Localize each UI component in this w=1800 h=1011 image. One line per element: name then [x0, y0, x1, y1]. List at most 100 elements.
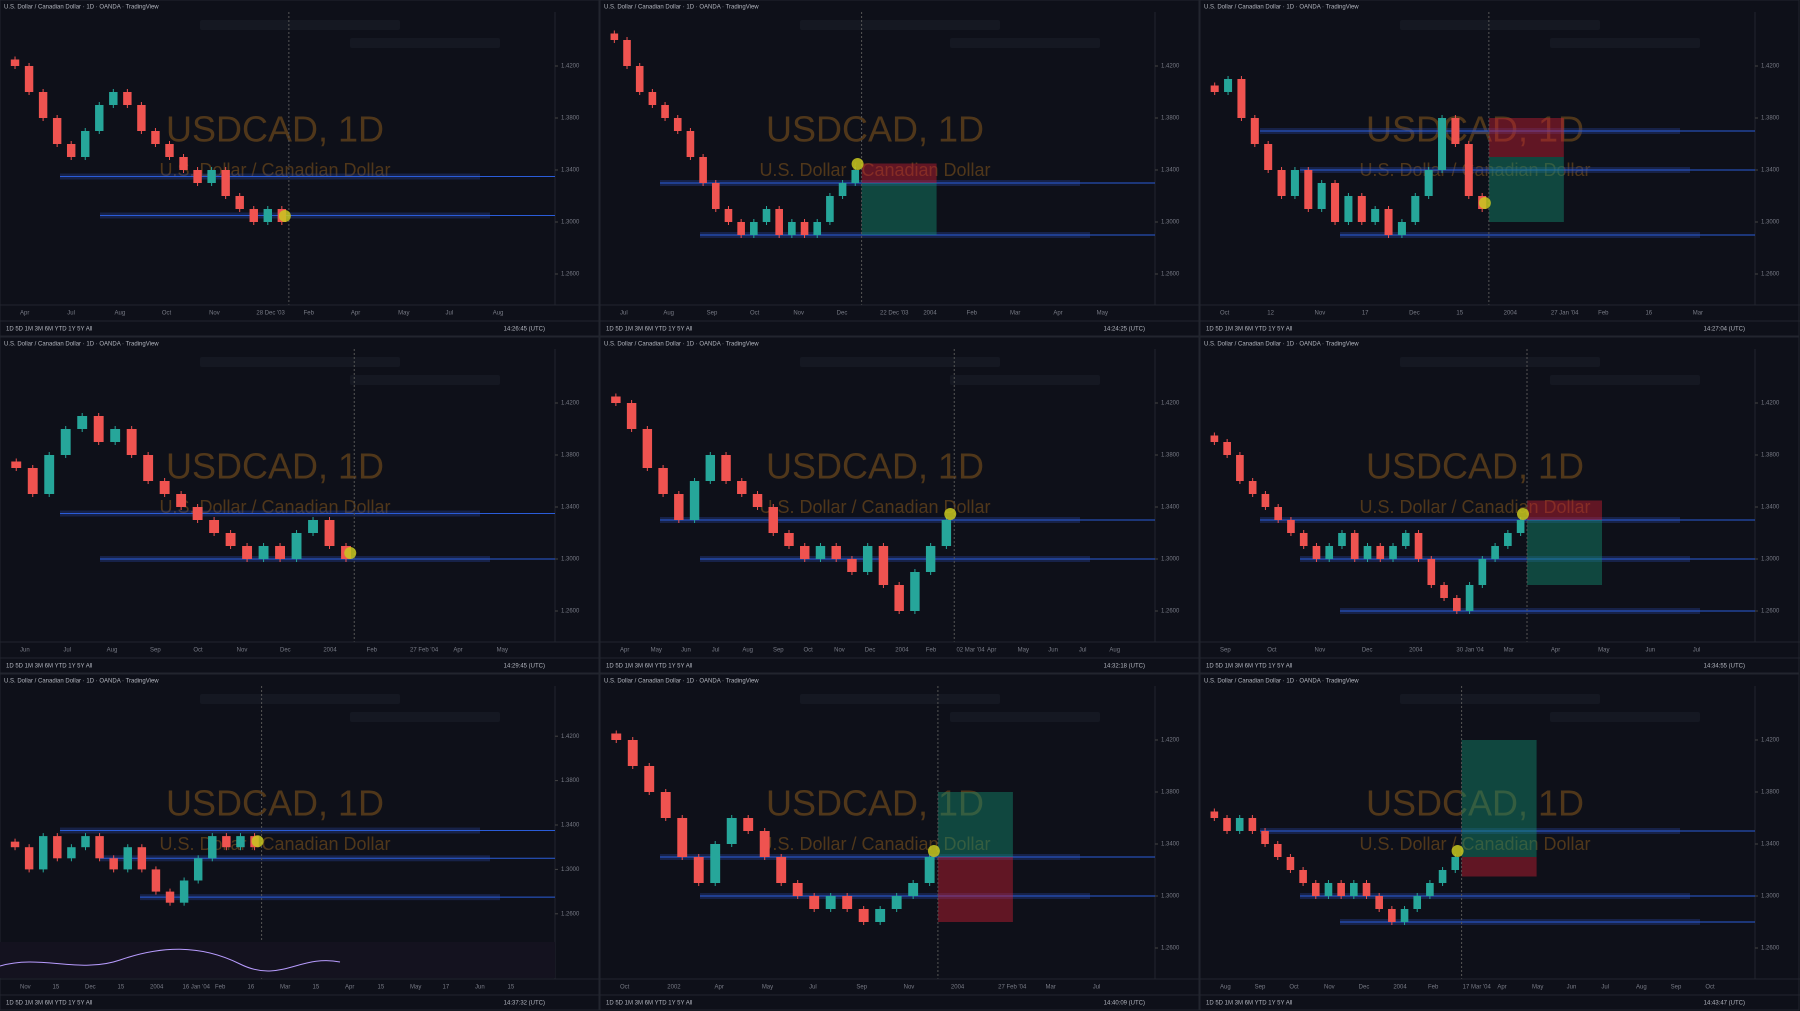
x-tick-label: Oct — [620, 985, 630, 991]
candle — [1491, 546, 1499, 559]
replay-bar — [1550, 38, 1700, 48]
x-tick-label: 12 — [1267, 311, 1274, 317]
x-tick-label: Sep — [1220, 648, 1231, 654]
candle — [925, 546, 936, 572]
clock: 14:26:45 (UTC) — [504, 327, 545, 333]
x-tick-label: Sep — [707, 311, 718, 317]
replay-bar — [1550, 375, 1700, 385]
x-tick-label: Dec — [837, 311, 848, 317]
x-tick-label: Apr — [351, 311, 360, 317]
candle — [207, 170, 216, 183]
x-tick-label: Aug — [1636, 985, 1647, 991]
x-tick-label: Sep — [150, 648, 161, 654]
candle — [263, 209, 272, 222]
range-buttons[interactable]: 1D 5D 1M 3M 6M YTD 1Y 5Y All — [1206, 664, 1292, 670]
cursor-highlight — [1517, 508, 1529, 520]
clock: 14:40:09 (UTC) — [1104, 1001, 1145, 1007]
clock: 14:27:04 (UTC) — [1704, 327, 1745, 333]
range-buttons[interactable]: 1D 5D 1M 3M 6M YTD 1Y 5Y All — [606, 1001, 692, 1007]
candle — [123, 92, 132, 105]
x-tick-label: 2004 — [923, 311, 937, 317]
x-tick-label: 17 — [443, 985, 450, 991]
range-buttons[interactable]: 1D 5D 1M 3M 6M YTD 1Y 5Y All — [6, 664, 92, 670]
y-tick-label: 1.2600 — [1161, 946, 1180, 952]
panel-bg — [1199, 673, 1800, 1011]
x-tick-label: Oct — [193, 648, 203, 654]
toolbar — [200, 20, 400, 30]
range-buttons[interactable]: 1D 5D 1M 3M 6M YTD 1Y 5Y All — [6, 327, 92, 333]
x-tick-label: 28 Dec '03 — [256, 311, 285, 317]
range-buttons[interactable]: 1D 5D 1M 3M 6M YTD 1Y 5Y All — [1206, 1001, 1292, 1007]
candle — [661, 105, 669, 118]
x-tick-label: Mar — [1045, 985, 1055, 991]
candle — [77, 416, 88, 429]
range-buttons[interactable]: 1D 5D 1M 3M 6M YTD 1Y 5Y All — [606, 327, 692, 333]
candle — [27, 468, 38, 494]
cursor-highlight — [251, 835, 264, 848]
x-tick-label: Jul — [1693, 648, 1701, 654]
x-tick-label: Apr — [620, 648, 629, 654]
candle — [291, 533, 302, 559]
y-tick-label: 1.3000 — [561, 220, 580, 226]
x-tick-label: Nov — [1315, 311, 1326, 317]
candle — [1223, 442, 1231, 455]
toolbar — [1400, 694, 1600, 704]
range-buttons[interactable]: 1D 5D 1M 3M 6M YTD 1Y 5Y All — [6, 1001, 92, 1007]
x-tick-label: 15 — [378, 985, 385, 991]
panel-bg — [599, 336, 1200, 674]
y-tick-label: 1.3000 — [1161, 220, 1180, 226]
panel-bg — [1199, 336, 1800, 674]
candle — [1210, 811, 1219, 818]
candle — [1384, 209, 1393, 235]
x-tick-label: Apr — [1053, 311, 1062, 317]
y-tick-label: 1.4200 — [1161, 738, 1180, 744]
replay-bar — [350, 712, 500, 722]
candle — [750, 222, 758, 235]
candle — [137, 847, 147, 870]
range-buttons[interactable]: 1D 5D 1M 3M 6M YTD 1Y 5Y All — [606, 664, 692, 670]
y-tick-label: 1.3800 — [561, 778, 580, 784]
chart-header: U.S. Dollar / Canadian Dollar · 1D · OAN… — [604, 679, 759, 685]
x-tick-label: May — [1018, 648, 1029, 654]
x-tick-label: May — [1097, 311, 1108, 317]
clock: 14:34:55 (UTC) — [1704, 664, 1745, 670]
x-tick-label: Nov — [793, 311, 804, 317]
candle — [1465, 585, 1474, 611]
x-tick-label: Feb — [215, 985, 226, 991]
candle — [768, 507, 778, 533]
candle — [1324, 883, 1333, 896]
candle — [1312, 546, 1321, 559]
candle — [1237, 79, 1246, 118]
candle — [179, 157, 188, 170]
y-tick-label: 1.3400 — [1761, 842, 1780, 848]
y-tick-label: 1.2600 — [1161, 272, 1180, 278]
x-tick-label: 16 Jan '04 — [183, 985, 211, 991]
x-tick-label: 15 — [313, 985, 320, 991]
position-stop-zone — [1461, 857, 1537, 877]
y-tick-label: 1.2600 — [1761, 272, 1780, 278]
rsi-line — [0, 948, 341, 972]
x-tick-label: Oct — [804, 648, 814, 654]
x-tick-label: Nov — [904, 985, 915, 991]
range-buttons[interactable]: 1D 5D 1M 3M 6M YTD 1Y 5Y All — [1206, 327, 1292, 333]
watermark-subtitle: U.S. Dollar / Canadian Dollar — [159, 497, 390, 517]
x-tick-label: Oct — [1705, 985, 1715, 991]
candle — [610, 33, 619, 40]
x-tick-label: Jul — [1601, 985, 1609, 991]
cursor-highlight — [278, 210, 291, 222]
x-tick-label: Apr — [987, 648, 996, 654]
candle — [81, 131, 90, 157]
x-tick-label: Oct — [750, 311, 760, 317]
candle — [95, 836, 104, 859]
x-tick-label: Feb — [367, 648, 378, 654]
x-tick-label: 27 Feb '04 — [998, 985, 1027, 991]
x-tick-label: Apr — [20, 311, 29, 317]
candle — [236, 836, 245, 848]
candle — [221, 170, 230, 196]
candle — [623, 40, 631, 66]
y-tick-label: 1.3000 — [561, 867, 580, 873]
watermark-subtitle: U.S. Dollar / Canadian Dollar — [759, 160, 990, 180]
x-tick-label: 15 — [118, 985, 125, 991]
position-stop-zone — [1488, 118, 1564, 157]
candle — [775, 209, 783, 235]
